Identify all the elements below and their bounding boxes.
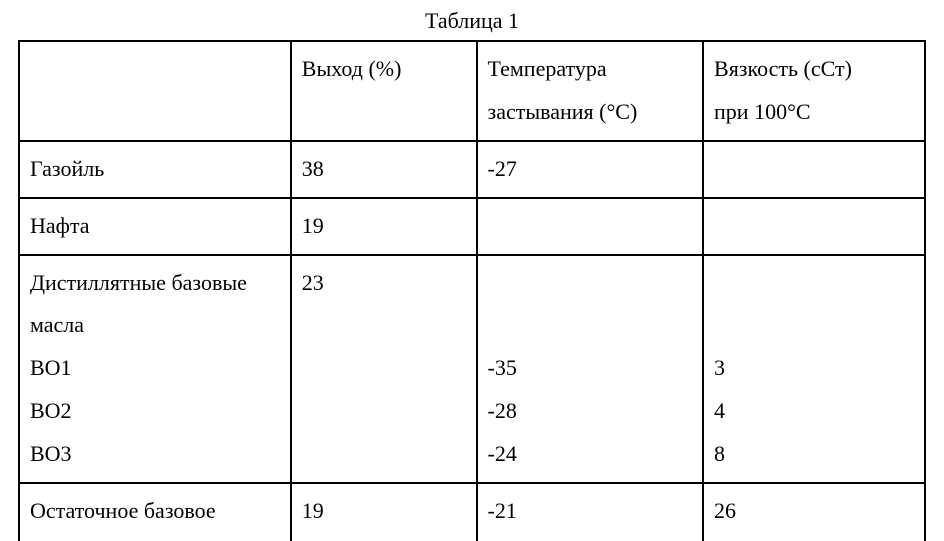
table-row: Дистиллятные базовые масла BO1 BO2 BO3 2… [19, 255, 925, 483]
cell-text: 23 [302, 262, 468, 305]
cell-text: 8 [714, 433, 916, 476]
table-title: Таблица 1 [18, 8, 926, 34]
cell-text [714, 262, 916, 305]
col-header-pour-line1: Температура [488, 48, 695, 91]
cell-text: 4 [714, 390, 916, 433]
col-header-visc: Вязкость (сСт) при 100°C [703, 41, 925, 141]
cell-text: 26 [714, 490, 916, 533]
cell-text [714, 533, 916, 541]
cell-text [714, 304, 916, 347]
cell-text: 3 [714, 347, 916, 390]
table-row: Газойль 38 -27 [19, 141, 925, 198]
cell-visc [703, 198, 925, 255]
cell-text: масло [30, 533, 282, 541]
cell-label: Дистиллятные базовые масла BO1 BO2 BO3 [19, 255, 291, 483]
cell-visc [703, 141, 925, 198]
cell-text: BO3 [30, 433, 282, 476]
cell-text: масла [30, 304, 282, 347]
cell-text: 19 [302, 490, 468, 533]
cell-pour: -21 [477, 483, 704, 541]
cell-text: Дистиллятные базовые [30, 262, 282, 305]
col-header-label [19, 41, 291, 141]
cell-text: -35 [488, 347, 695, 390]
cell-text [488, 533, 695, 541]
cell-visc: 26 [703, 483, 925, 541]
cell-text: BO2 [30, 390, 282, 433]
table-row: Нафта 19 [19, 198, 925, 255]
table-row: Остаточное базовое масло 19 -21 26 [19, 483, 925, 541]
cell-text [302, 433, 468, 476]
cell-text: -24 [488, 433, 695, 476]
col-header-pour-line2: застывания (°C) [488, 91, 695, 134]
cell-text [488, 304, 695, 347]
cell-yield: 19 [291, 198, 477, 255]
col-header-pour: Температура застывания (°C) [477, 41, 704, 141]
cell-pour: -35 -28 -24 [477, 255, 704, 483]
cell-text [488, 262, 695, 305]
cell-pour: -27 [477, 141, 704, 198]
cell-pour [477, 198, 704, 255]
cell-label: Остаточное базовое масло [19, 483, 291, 541]
cell-text [302, 533, 468, 541]
cell-yield: 38 [291, 141, 477, 198]
cell-text [302, 304, 468, 347]
cell-visc: 3 4 8 [703, 255, 925, 483]
cell-yield: 23 [291, 255, 477, 483]
cell-text: -28 [488, 390, 695, 433]
data-table: Выход (%) Температура застывания (°C) Вя… [18, 40, 926, 541]
cell-label: Нафта [19, 198, 291, 255]
cell-yield: 19 [291, 483, 477, 541]
cell-text: BO1 [30, 347, 282, 390]
col-header-yield: Выход (%) [291, 41, 477, 141]
cell-text: -21 [488, 490, 695, 533]
table-header-row: Выход (%) Температура застывания (°C) Вя… [19, 41, 925, 141]
cell-text [302, 347, 468, 390]
cell-text: Остаточное базовое [30, 490, 282, 533]
col-header-visc-line2: при 100°C [714, 91, 916, 134]
cell-text [302, 390, 468, 433]
col-header-visc-line1: Вязкость (сСт) [714, 48, 916, 91]
cell-label: Газойль [19, 141, 291, 198]
